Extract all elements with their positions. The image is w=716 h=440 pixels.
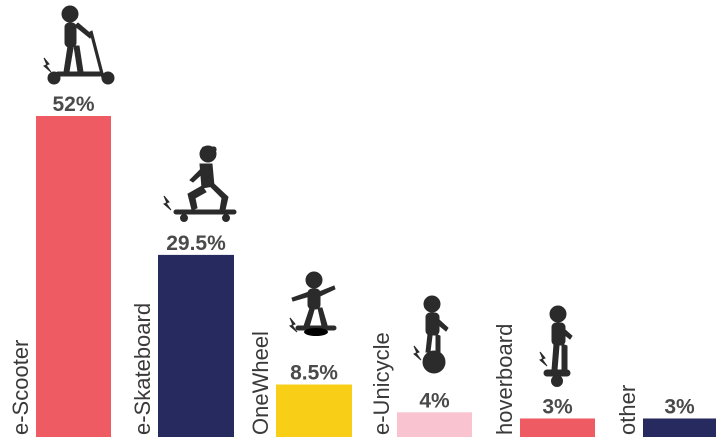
category-label: OneWheel: [248, 331, 273, 435]
category-label: e-Scooter: [8, 340, 33, 435]
category-label: e-Skateboard: [130, 303, 155, 435]
person-skateboard-icon: [163, 145, 237, 222]
person-unicycle-icon: [413, 295, 449, 374]
value-label: 3%: [542, 395, 573, 418]
person-hoverboard-icon: [539, 305, 573, 387]
category-label: e-Unicycle: [369, 332, 394, 435]
value-label: 52%: [52, 93, 94, 116]
category-label: other: [615, 385, 640, 435]
category-labels-group: e-Scooter e-Skateboard OneWheel e-Unicycle h…: [8, 303, 640, 435]
value-label: 4%: [419, 389, 450, 412]
person-scooter-icon: [43, 5, 115, 85]
bars-group: [36, 116, 716, 437]
bar-other: [643, 418, 716, 437]
value-label: 8.5%: [290, 362, 338, 385]
category-label: hoverboard: [492, 324, 517, 435]
bar-e-skateboard: [158, 254, 234, 437]
bar-e-scooter: [36, 116, 111, 437]
value-labels-group: 52% 29.5% 8.5% 4% 3% 3%: [52, 93, 695, 418]
value-label: 29.5%: [166, 232, 226, 255]
bar-hoverboard: [520, 418, 595, 437]
bar-e-unicycle: [397, 412, 472, 437]
person-onewheel-icon: [289, 271, 337, 336]
bar-onewheel: [276, 384, 352, 437]
value-label: 3%: [664, 395, 695, 418]
